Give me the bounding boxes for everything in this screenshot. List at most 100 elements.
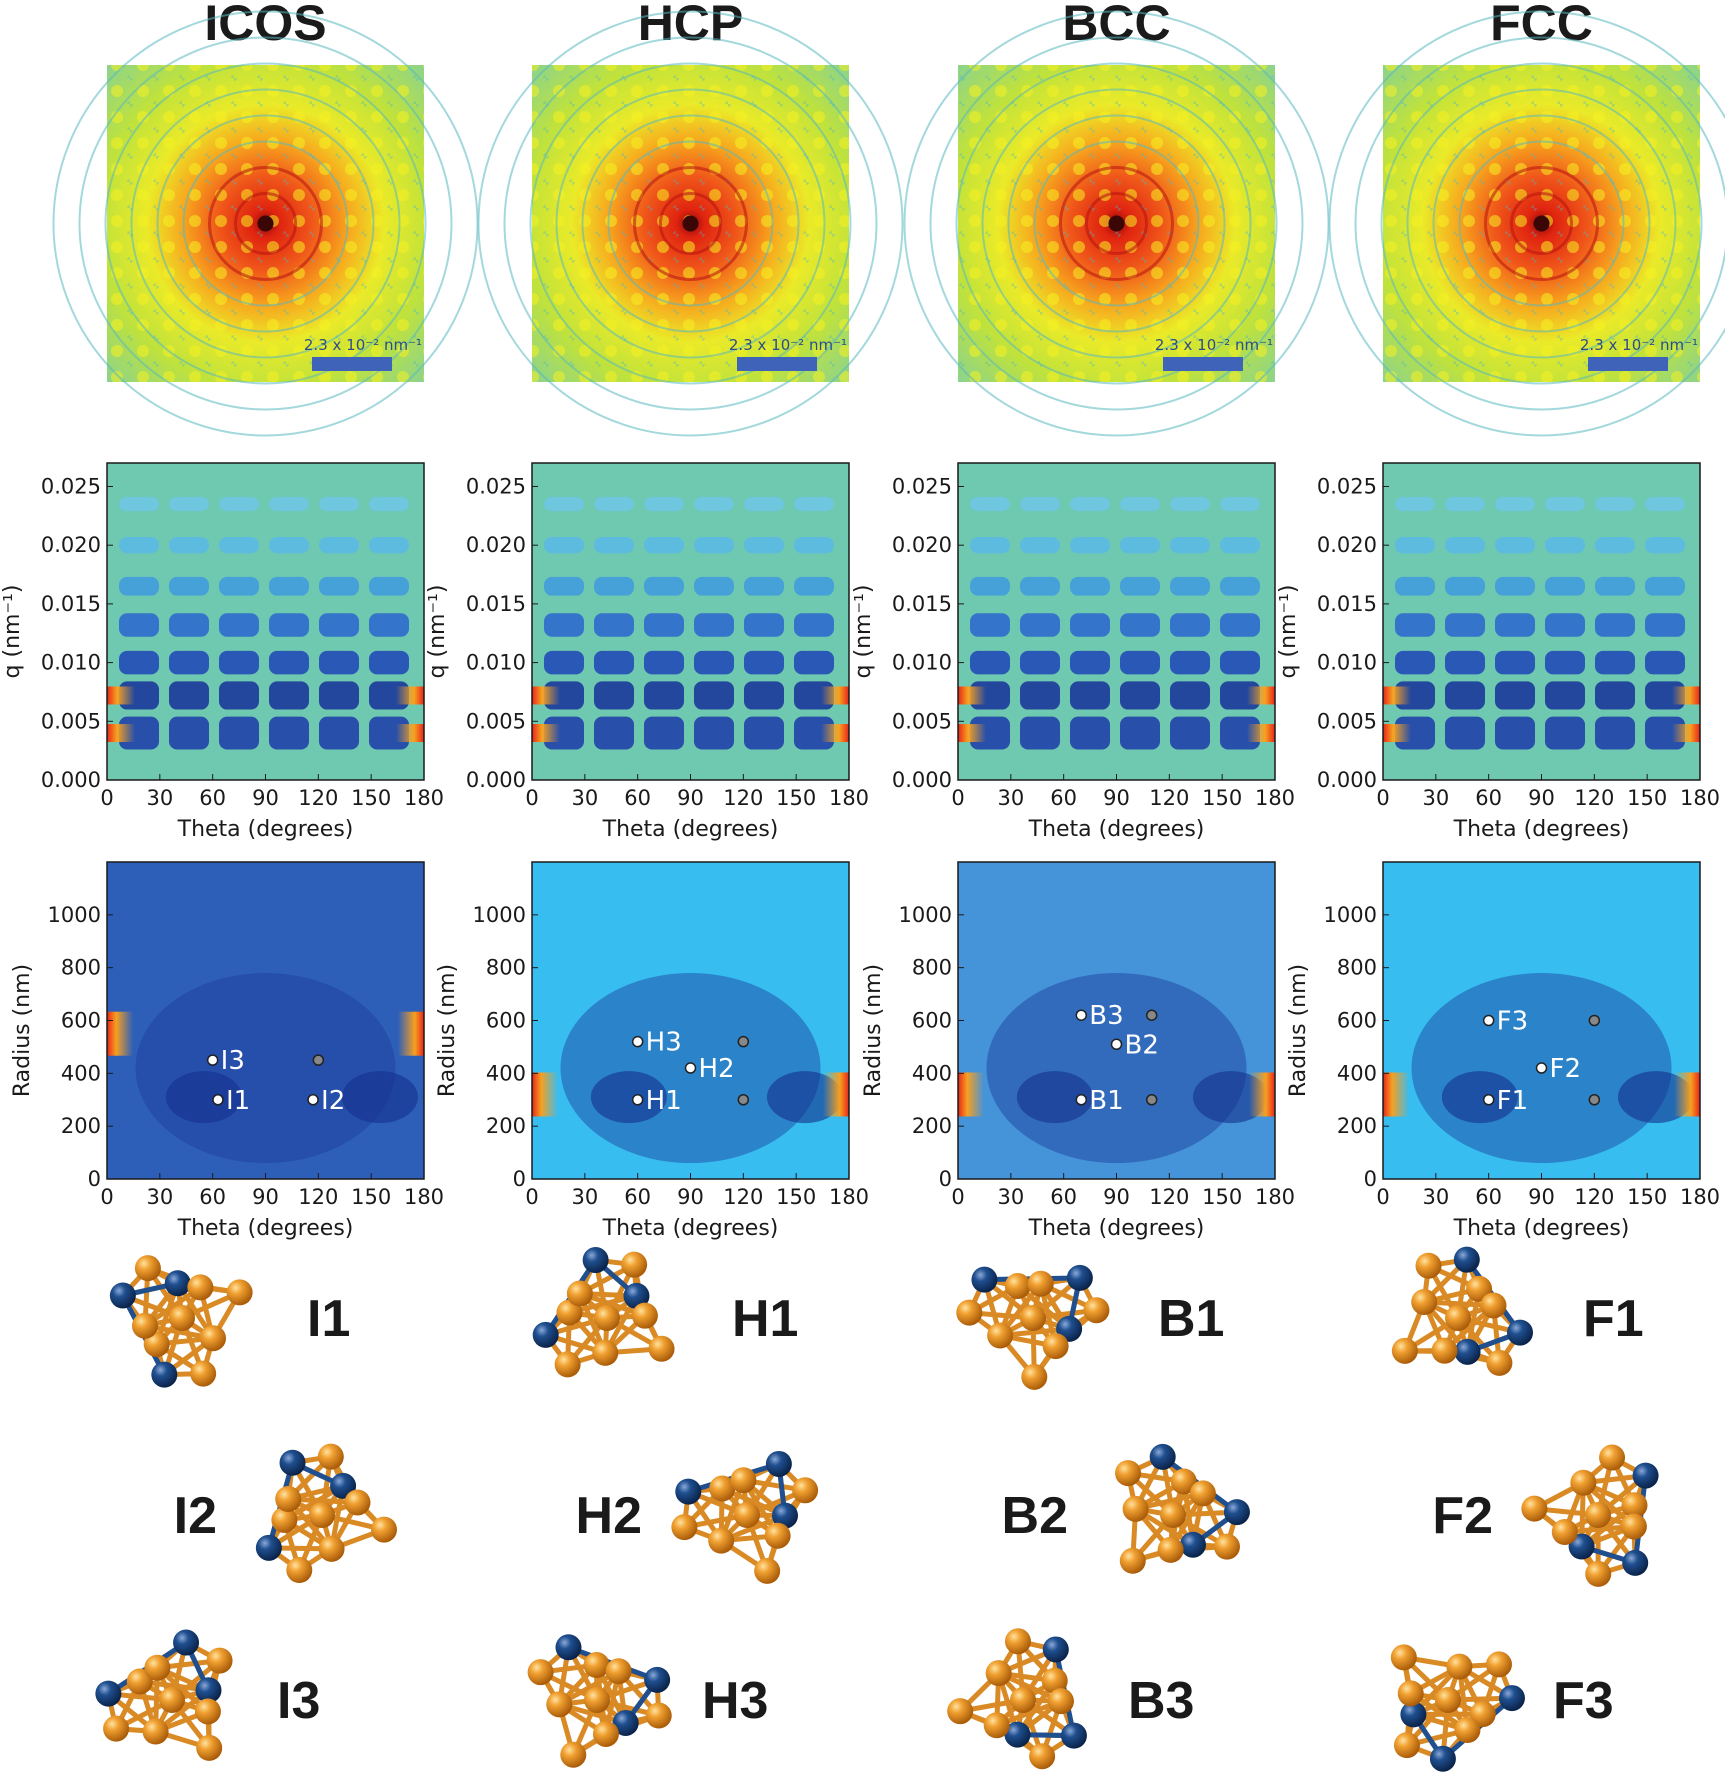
diffraction-center (1533, 215, 1550, 232)
x-axis-label: Theta (degrees) (1028, 817, 1205, 842)
q-band-segment (269, 576, 309, 596)
x-tick-label: 0 (1376, 1185, 1389, 1209)
y-tick-label: 0.025 (466, 474, 526, 498)
q-band-segment (694, 576, 734, 596)
cluster-label: H2 (576, 1487, 642, 1545)
q-band-segment (1595, 716, 1635, 750)
cluster-atom (648, 1335, 675, 1362)
cluster-highlight-atom (1179, 1531, 1206, 1558)
diffraction-ring (607, 140, 774, 307)
peak-point (737, 1035, 750, 1048)
cluster-atom (985, 1660, 1012, 1687)
q-band-segment (1545, 576, 1585, 596)
x-axis-label: Theta (degrees) (602, 817, 779, 842)
q-band-segment (1220, 613, 1260, 637)
y-tick-label: 0.005 (892, 709, 952, 733)
q-band-segment (319, 681, 359, 710)
q-hotspot-left (107, 724, 135, 743)
q-band-segment (1645, 613, 1685, 637)
q-band-segment (1120, 613, 1160, 637)
x-tick-label: 30 (997, 786, 1024, 810)
q-band-segment (1120, 681, 1160, 710)
cluster-label: F3 (1553, 1672, 1614, 1730)
y-tick-label: 0.020 (892, 533, 952, 557)
q-band-segment (319, 576, 359, 596)
y-tick-label: 600 (912, 1009, 952, 1033)
q-band-segment (1120, 576, 1160, 596)
radius-hotspot-right (823, 1072, 849, 1117)
q-band-segment (1395, 576, 1435, 596)
q-band-segment (594, 613, 634, 637)
q-band-segment (119, 613, 159, 637)
cluster-highlight-atom (1066, 1264, 1093, 1291)
x-tick-label: 120 (298, 1185, 338, 1209)
q-band-segment (1545, 497, 1585, 512)
diffraction-pattern: 2.3 x 10⁻² nm⁻¹ (903, 10, 1330, 437)
q-band-segment (1020, 681, 1060, 710)
q-band-segment (1070, 716, 1110, 750)
q-hotspot-right (1247, 724, 1275, 743)
cluster-atom (1029, 1743, 1056, 1770)
q-hotspot-left (1383, 686, 1411, 705)
q-theta-map: 0 30 60 90 120 150 180 0.000 0.005 0.010 0.015 0.02… (851, 462, 1295, 842)
x-tick-label: 150 (351, 786, 391, 810)
x-tick-label: 60 (199, 786, 226, 810)
y-tick-label: 0.015 (41, 592, 101, 616)
q-band-segment (644, 576, 684, 596)
y-tick-label: 0.025 (1317, 474, 1377, 498)
cluster-label: H3 (702, 1672, 768, 1730)
q-band-segment (1545, 613, 1585, 637)
q-band-segment (694, 650, 734, 675)
cluster-atom (708, 1527, 735, 1554)
cluster-atom (584, 1687, 610, 1713)
x-tick-label: 0 (525, 1185, 538, 1209)
x-tick-label: 30 (146, 786, 173, 810)
q-band-segment (1445, 716, 1485, 750)
x-axis-label: Theta (degrees) (1028, 1216, 1205, 1241)
y-tick-label: 1000 (48, 903, 101, 927)
q-band-segment (1070, 576, 1110, 596)
y-tick-label: 0.020 (1317, 533, 1377, 557)
peak-point (1588, 1014, 1601, 1027)
x-tick-label: 0 (951, 786, 964, 810)
q-hotspot-left (107, 686, 135, 705)
cluster-highlight-atom (1622, 1549, 1649, 1576)
cluster-atom (1160, 1502, 1186, 1528)
q-band-segment (744, 716, 784, 750)
cluster-atom (1042, 1333, 1069, 1360)
radius-theta-map: 0 30 60 90 120 150 180 0 200 400 600 800 1000 Theta (… (861, 861, 1295, 1241)
q-band-segment (119, 650, 159, 675)
radius-hotspot-left (532, 1072, 558, 1117)
cluster-atom (1454, 1717, 1481, 1744)
cluster-atom (792, 1477, 819, 1504)
q-hotspot-right (821, 724, 849, 743)
y-axis-label: Radius (nm) (861, 964, 886, 1097)
cluster-atom (286, 1557, 313, 1584)
q-hotspot-left (1383, 724, 1411, 743)
diffraction-center (1108, 215, 1125, 232)
peak-point (1075, 1009, 1088, 1021)
q-band-segment (744, 681, 784, 710)
q-hotspot-left (532, 686, 560, 705)
x-tick-label: 90 (252, 1185, 279, 1209)
cluster-atom (271, 1506, 298, 1533)
q-band-segment (169, 681, 209, 710)
q-band-segment (1120, 716, 1160, 750)
q-band-segment (269, 497, 309, 512)
cluster-f2: F2 (1432, 1444, 1659, 1587)
cluster-label: H1 (732, 1290, 798, 1348)
diffraction-ring (1510, 192, 1573, 255)
cluster-atom (131, 1312, 158, 1339)
q-band-segment (1170, 716, 1210, 750)
diffraction-ring (78, 36, 453, 411)
cluster-atom (1585, 1560, 1612, 1587)
cluster-atom (592, 1339, 619, 1366)
q-band-segment (644, 650, 684, 675)
x-tick-label: 120 (1149, 1185, 1189, 1209)
q-band-segment (1645, 650, 1685, 675)
cluster-highlight-atom (109, 1282, 136, 1309)
cluster-highlight-atom (644, 1666, 671, 1693)
q-band-segment (1545, 650, 1585, 675)
column-title: BCC (1062, 0, 1170, 51)
diffraction-ring (104, 62, 427, 385)
